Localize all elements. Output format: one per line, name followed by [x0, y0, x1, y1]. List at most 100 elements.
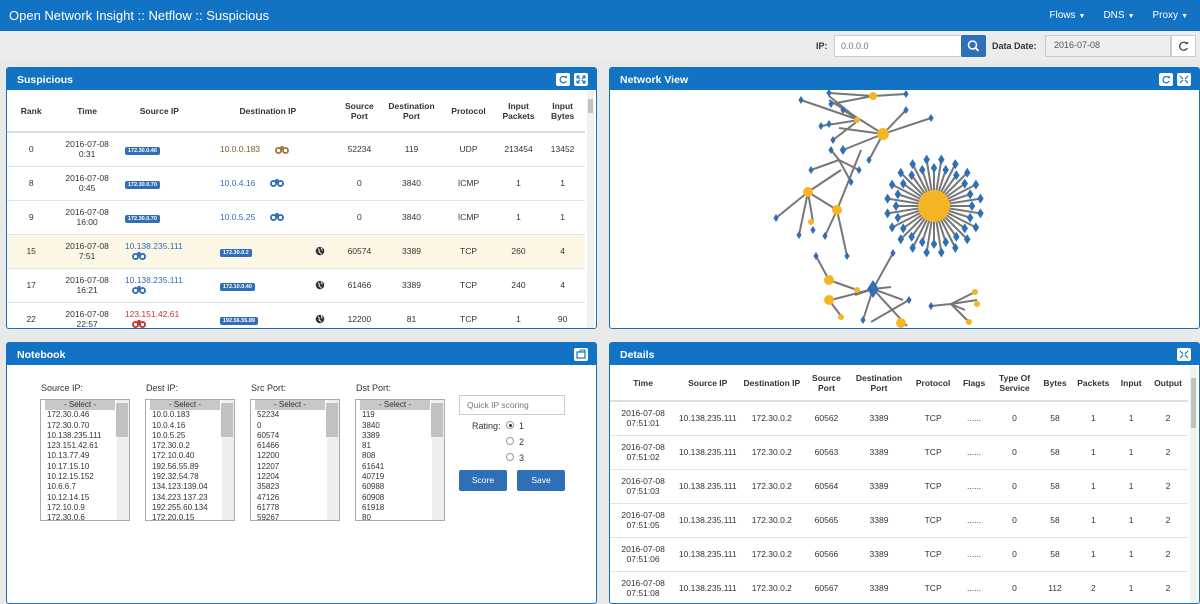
internal-node[interactable]	[974, 301, 980, 307]
listbox-option[interactable]: 123.151.42.61	[47, 441, 99, 451]
external-node[interactable]	[908, 231, 915, 242]
external-node[interactable]	[897, 167, 905, 178]
internal-node[interactable]	[824, 275, 834, 285]
external-node[interactable]	[848, 178, 854, 186]
external-node[interactable]	[938, 154, 945, 165]
dst-ip-text[interactable]: 10.0.4.16	[219, 177, 256, 188]
suspicious-row[interactable]: 15 2016-07-08 7:51 10.138.235.111 172.30.0.2…	[7, 234, 585, 269]
listbox-option[interactable]: 60988	[362, 482, 385, 492]
src-ip-text[interactable]: 10.138.235.111	[124, 240, 183, 251]
col-input-bytes[interactable]: Input Bytes	[540, 90, 585, 133]
listbox-option[interactable]: 35823	[257, 482, 280, 492]
internal-node[interactable]	[832, 205, 842, 215]
dst-port-listbox[interactable]: - Select -119 3840 3389 81 808 61641 40719 6098…	[355, 399, 445, 521]
internal-node[interactable]	[824, 295, 834, 305]
external-node[interactable]	[900, 223, 907, 234]
external-node[interactable]	[928, 114, 934, 122]
listbox-scroll-thumb[interactable]	[326, 403, 338, 437]
binoculars-icon[interactable]	[131, 251, 147, 261]
col-source-ip[interactable]: Source IP	[676, 365, 740, 402]
listbox-option[interactable]: 61918	[362, 502, 385, 512]
suspicious-row[interactable]: 8 2016-07-08 0:45 172.30.0.70 10.0.4.16 0 3840…	[7, 166, 585, 201]
external-node[interactable]	[919, 164, 926, 175]
external-node[interactable]	[890, 249, 896, 257]
details-row[interactable]: 2016-07-08 07:51:08 10.138.235.111 172.30.0…	[610, 571, 1188, 603]
expand-button[interactable]	[1177, 73, 1191, 86]
internal-node[interactable]	[972, 289, 978, 295]
listbox-option[interactable]: 172.20.0.15	[152, 513, 195, 521]
listbox-option[interactable]: 60574	[257, 430, 280, 440]
listbox-option[interactable]: 81	[362, 441, 371, 451]
listbox-option[interactable]: 10.0.0.183	[152, 410, 190, 420]
external-node[interactable]	[894, 212, 902, 223]
listbox-option[interactable]: 172.10.0.40	[152, 451, 195, 461]
external-node[interactable]	[866, 156, 872, 164]
listbox-option[interactable]: 192.32.54.78	[152, 472, 199, 482]
col-packets[interactable]: Packets	[1072, 365, 1115, 402]
external-node[interactable]	[840, 106, 846, 114]
src-ip-text[interactable]: 123.151.42.61	[124, 308, 180, 319]
hub-node[interactable]	[918, 190, 950, 222]
external-node[interactable]	[909, 242, 916, 253]
listbox-option[interactable]: 59267	[257, 513, 280, 521]
dst-ip-text[interactable]: 10.0.5.25	[219, 211, 256, 222]
listbox-option[interactable]: 61466	[257, 441, 280, 451]
listbox-option[interactable]: 12207	[257, 461, 280, 471]
external-node[interactable]	[923, 154, 930, 165]
col-flags[interactable]: Flags	[956, 365, 992, 402]
listbox-option[interactable]: 119	[362, 410, 375, 420]
col-protocol[interactable]: Protocol	[440, 90, 497, 133]
external-node[interactable]	[908, 170, 915, 181]
external-node[interactable]	[826, 89, 832, 97]
listbox-option[interactable]: - Select -	[360, 400, 430, 411]
col-destination-port[interactable]: Destination Port	[848, 365, 910, 402]
src-ip-text[interactable]: 10.138.235.111	[124, 274, 183, 285]
app-title[interactable]: Open Network Insight :: Netflow :: Suspi…	[9, 8, 270, 23]
listbox-option[interactable]: 3389	[362, 430, 380, 440]
external-node[interactable]	[953, 170, 960, 181]
nav-dns-menu[interactable]: DNS ▼	[1103, 10, 1134, 21]
date-reload-button[interactable]	[1171, 35, 1196, 57]
details-row[interactable]: 2016-07-08 07:51:03 10.138.235.111 172.30.0…	[610, 469, 1188, 504]
listbox-option[interactable]: 12200	[257, 451, 280, 461]
external-node[interactable]	[897, 234, 905, 245]
external-node[interactable]	[938, 247, 945, 258]
details-row[interactable]: 2016-07-08 07:51:01 10.138.235.111 172.30.0…	[610, 401, 1188, 436]
listbox-option[interactable]: 10.6.6.7	[47, 482, 76, 492]
external-node[interactable]	[826, 120, 832, 128]
reload-button[interactable]	[556, 73, 570, 86]
listbox-option[interactable]: 61778	[257, 502, 280, 512]
src-badge[interactable]: 172.30.0.70	[124, 214, 160, 223]
suspicious-row[interactable]: 22 2016-07-08 22:57 123.151.42.61 192.56.55.…	[7, 302, 585, 328]
data-date-field[interactable]: 2016-07-08	[1045, 35, 1171, 57]
dest-ip-listbox[interactable]: - Select -10.0.0.183 10.0.4.16 10.0.5.25 17…	[145, 399, 235, 521]
listbox-option[interactable]: 134.223.137.23	[152, 492, 208, 502]
external-node[interactable]	[818, 122, 824, 130]
rating-radio-3[interactable]	[506, 453, 514, 461]
listbox-option[interactable]: 172.10.0.9	[47, 502, 85, 512]
external-node[interactable]	[961, 223, 968, 234]
reload-button[interactable]	[1159, 73, 1173, 86]
external-node[interactable]	[966, 212, 974, 223]
external-node[interactable]	[928, 302, 934, 310]
col-destination-port[interactable]: Destination Port	[382, 90, 441, 133]
dst-badge[interactable]: 192.56.55.89	[219, 316, 258, 325]
external-node[interactable]	[968, 201, 976, 211]
details-scrollbar[interactable]	[1190, 366, 1197, 603]
external-node[interactable]	[828, 146, 834, 154]
nav-proxy-menu[interactable]: Proxy ▼	[1153, 10, 1189, 21]
listbox-option[interactable]: - Select -	[150, 400, 220, 411]
binoculars-icon[interactable]	[269, 178, 285, 188]
external-node[interactable]	[813, 252, 819, 260]
listbox-option[interactable]: - Select -	[45, 400, 115, 411]
external-node[interactable]	[822, 232, 828, 240]
score-button[interactable]: Score	[459, 470, 507, 491]
listbox-option[interactable]: 172.30.0.70	[47, 420, 90, 430]
dst-badge[interactable]: 172.30.0.2	[219, 248, 252, 257]
external-node[interactable]	[942, 237, 949, 248]
listbox-option[interactable]: 10.12.15.152	[47, 472, 94, 482]
external-node[interactable]	[930, 163, 938, 173]
external-node[interactable]	[884, 208, 891, 219]
col-protocol[interactable]: Protocol	[909, 365, 957, 402]
globe-icon[interactable]	[315, 280, 325, 290]
